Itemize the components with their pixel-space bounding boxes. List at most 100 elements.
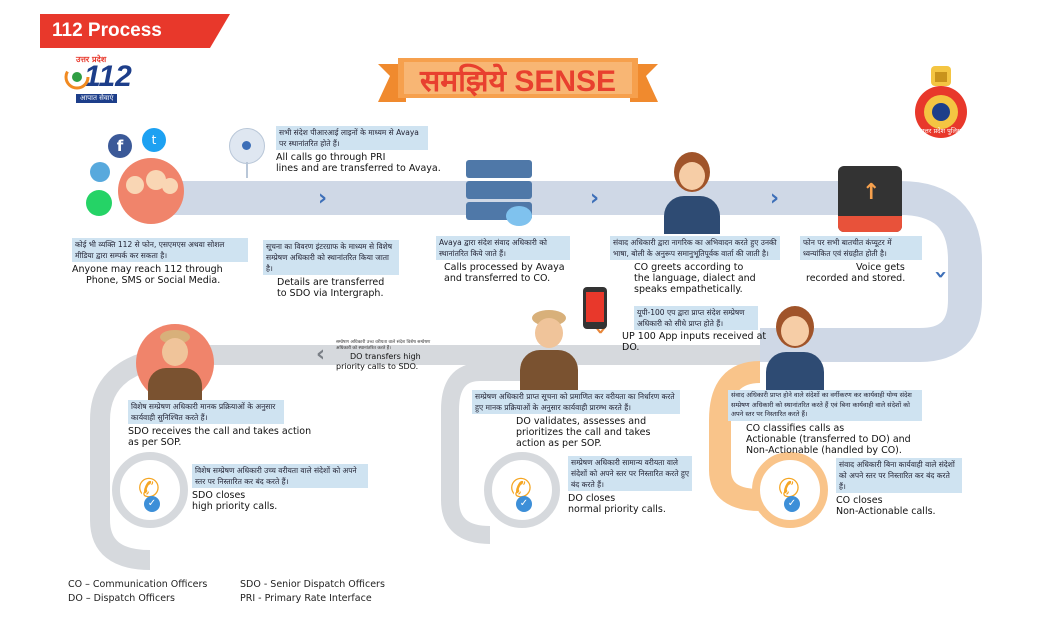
people-group-icon [118, 158, 184, 224]
chevron-right-icon: › [590, 186, 600, 211]
step-hindi: संवाद अधिकारी प्राप्त होने वाले संदेशों … [728, 390, 922, 421]
step-english: recorded and stored. [806, 273, 906, 284]
step-hindi: संवाद अधिकारी द्वारा नागरिक का अभिवादन क… [610, 236, 780, 260]
step-do-closes: सम्प्रेषण अधिकारी सामान्य वरीयता वाले सं… [568, 456, 692, 515]
step-hindi: संवाद अधिकारी बिना कार्यवाही वाले संदेशो… [836, 458, 962, 493]
step-intergraph: सूचना का विवरण इंटरग्राफ के माध्यम से वि… [263, 240, 399, 299]
step-do-validates: सम्प्रेषण अधिकारी प्राप्त सूचना को प्रमा… [472, 390, 680, 449]
step-english: Phone, SMS or Social Media. [86, 275, 221, 286]
up-police-emblem: उत्तर प्रदेश पुलिस [905, 62, 977, 140]
step-hindi: विशेष सम्प्रेषण अधिकारी मानक प्रक्रियाओं… [128, 400, 284, 424]
co-agent-avatar [660, 152, 724, 236]
recorder-box-icon: ↑ [838, 166, 902, 232]
step-avaya: Avaya द्वारा संदेश संवाद अधिकारी को स्था… [436, 236, 570, 284]
legend-sdo: SDO - Senior Dispatch Officers [240, 579, 385, 590]
step-english: Voice gets [856, 262, 905, 273]
step-english: the language, dialect and [634, 273, 756, 284]
step-english: speaks empathetically. [634, 284, 743, 295]
step-english: action as per SOP. [516, 438, 602, 449]
logo-swoosh-icon [64, 64, 90, 90]
process-badge: 112 Process [40, 14, 230, 48]
chevron-down-icon: › [928, 269, 954, 280]
step-do-transfers: सम्प्रेषण अधिकारी उच्च वरीयता वाले संदेश… [336, 340, 436, 372]
sense-banner: समझिये SENSE [378, 56, 658, 108]
step-english: high priority calls. [192, 501, 278, 512]
social-media-icons: f t [86, 128, 196, 228]
server-cloud-icon [466, 160, 538, 232]
do-officer-avatar [518, 310, 580, 390]
step-hindi: सम्प्रेषण अधिकारी सामान्य वरीयता वाले सं… [568, 456, 692, 491]
middle-track-2 [441, 363, 520, 544]
phone-check-icon: ✆ ✓ [752, 452, 828, 528]
co-agent-avatar-2 [762, 306, 828, 390]
step-english: Non-Actionable (handled by CO). [746, 444, 902, 456]
step-english: UP 100 App inputs received at DO. [622, 331, 767, 353]
step-hindi: यूपी-100 एप द्वारा प्राप्त संदेश सम्प्रे… [634, 306, 758, 330]
step-english: prioritizes the call and takes [516, 427, 651, 438]
step-english: All calls go through PRI [276, 152, 386, 163]
step-english: lines and are transferred to Avaya. [276, 163, 441, 174]
logo-number: 112 [84, 60, 132, 93]
legend-left: CO – Communication Officers DO – Dispatc… [68, 578, 207, 606]
step-voice-recorded: फोन पर सभी बातचीत कंप्यूटर में ध्वन्यांक… [800, 236, 922, 284]
whatsapp-icon [86, 190, 112, 216]
step-english: Actionable (transferred to DO) and [746, 433, 911, 445]
step-english: Details are transferred [277, 277, 385, 288]
step-english: to SDO via Intergraph. [277, 288, 384, 299]
step-sdo-receives: विशेष सम्प्रेषण अधिकारी मानक प्रक्रियाओं… [128, 400, 314, 448]
chevron-right-icon: › [318, 186, 328, 211]
chevron-left-icon: ‹ [316, 342, 326, 367]
logo-bottom-text: आपात सेवाएं [76, 94, 118, 103]
badge-label: 112 Process [52, 20, 162, 41]
top-track [150, 181, 982, 362]
twitter-icon: t [142, 128, 166, 152]
sdo-officer-avatar [136, 324, 216, 404]
orange-track [709, 361, 761, 511]
step-english: Anyone may reach 112 through [72, 264, 223, 275]
step-hindi: सम्प्रेषण अधिकारी प्राप्त सूचना को प्रमा… [472, 390, 680, 414]
step-pri-lines: सभी संदेश पीआरआई लाइनों के माध्यम से Ava… [276, 126, 456, 174]
emblem-text: उत्तर प्रदेश पुलिस [920, 127, 962, 135]
step-english: and transferred to CO. [444, 273, 551, 284]
phone-check-icon: ✆ ✓ [484, 452, 560, 528]
step-hindi: फोन पर सभी बातचीत कंप्यूटर में ध्वन्यांक… [800, 236, 922, 260]
step-english: Calls processed by Avaya [444, 262, 565, 273]
step-english: SDO receives the call and takes action [128, 426, 312, 437]
step-hindi: Avaya द्वारा संदेश संवाद अधिकारी को स्था… [436, 236, 570, 260]
legend-pri: PRI - Primary Rate Interface [240, 593, 372, 604]
step-co-greets: संवाद अधिकारी द्वारा नागरिक का अभिवादन क… [610, 236, 780, 295]
mobile-app-icon [583, 287, 609, 331]
logo-top-text: उत्तर प्रदेश [76, 55, 107, 64]
step-english: CO classifies calls as [746, 422, 845, 434]
logo-112: उत्तर प्रदेश 112 आपात सेवाएं [62, 54, 152, 106]
step-sdo-closes: विशेष सम्प्रेषण अधिकारी उच्च वरीयता वाले… [192, 464, 368, 512]
legend-do: DO – Dispatch Officers [68, 593, 175, 604]
sms-icon [90, 162, 110, 182]
network-hub-icon [229, 128, 265, 180]
step-english: DO transfers high [350, 352, 421, 361]
step-english: DO validates, assesses and [516, 416, 647, 427]
step-english: Non-Actionable calls. [836, 506, 936, 517]
step-english: priority calls to SDO. [336, 362, 419, 371]
step-english: normal priority calls. [568, 504, 666, 515]
step-english: as per SOP. [128, 437, 182, 448]
step-english: CO greets according to [634, 262, 744, 273]
step-english: CO closes [836, 495, 883, 506]
step-co-classifies: संवाद अधिकारी प्राप्त होने वाले संदेशों … [728, 390, 922, 456]
facebook-icon: f [108, 134, 132, 158]
step-co-closes: संवाद अधिकारी बिना कार्यवाही वाले संदेशो… [836, 458, 962, 517]
step-english: DO closes [568, 493, 616, 504]
phone-check-icon: ✆ ✓ [112, 452, 188, 528]
step-hindi: कोई भी व्यक्ति 112 से फोन, एसएमएस अथवा स… [72, 238, 248, 262]
sense-title: समझिये SENSE [419, 65, 617, 98]
step-anyone-reach: कोई भी व्यक्ति 112 से फोन, एसएमएस अथवा स… [72, 238, 248, 286]
step-hindi: सभी संदेश पीआरआई लाइनों के माध्यम से Ava… [276, 126, 428, 150]
step-hindi: सम्प्रेषण अधिकारी उच्च वरीयता वाले संदेश… [336, 340, 431, 351]
legend-co: CO – Communication Officers [68, 579, 208, 590]
chevron-right-icon: › [770, 186, 780, 211]
step-english: SDO closes [192, 490, 246, 501]
step-hindi: विशेष सम्प्रेषण अधिकारी उच्च वरीयता वाले… [192, 464, 368, 488]
step-up100-app: यूपी-100 एप द्वारा प्राप्त संदेश सम्प्रे… [622, 306, 774, 353]
step-hindi: सूचना का विवरण इंटरग्राफ के माध्यम से वि… [263, 240, 399, 275]
legend-right: SDO - Senior Dispatch Officers PRI - Pri… [240, 578, 385, 606]
